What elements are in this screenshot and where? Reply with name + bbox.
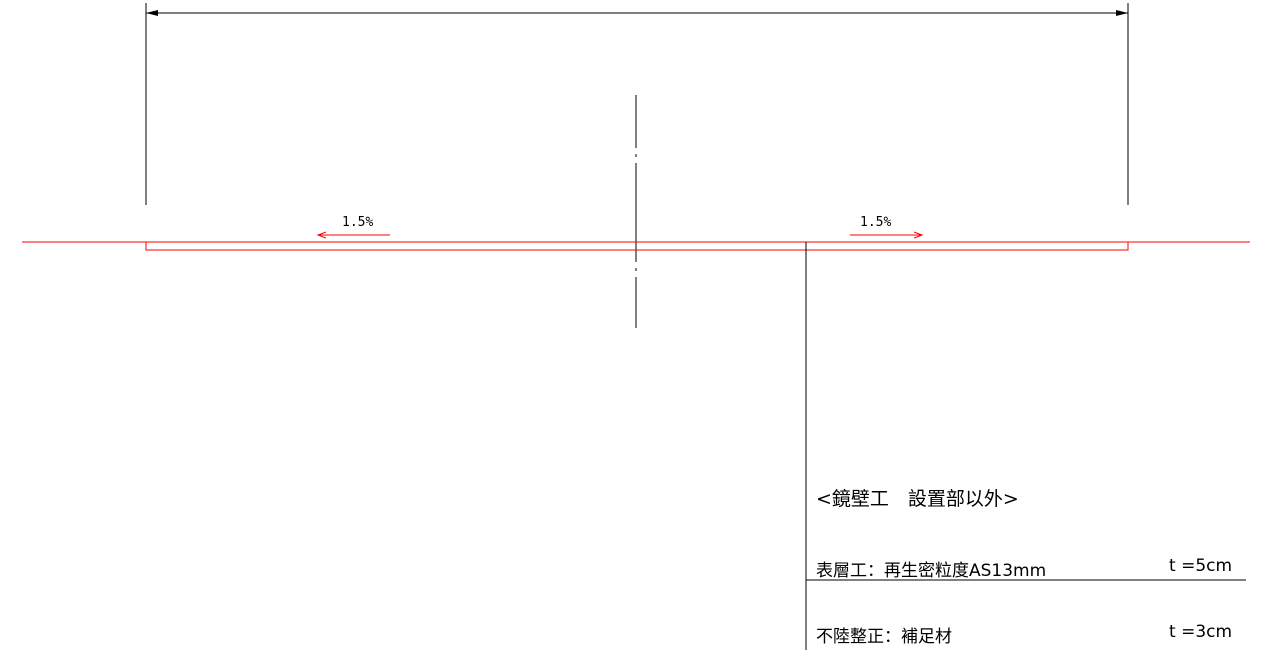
slope-right: 1.5% [850, 215, 924, 239]
leader-line [805, 242, 1246, 650]
dimension-arrow-left [146, 10, 158, 16]
dimension-line [145, 3, 1129, 205]
pavement-section [22, 241, 1250, 251]
layer-base-thickness: t =3cm [1169, 622, 1233, 642]
note-title: <鏡壁工 設置部以外> [816, 488, 1019, 510]
layer-surface-label: 表層工：再生密粒度AS13mm [816, 561, 1047, 581]
slope-left: 1.5% [316, 215, 390, 239]
dimension-arrow-right [1116, 10, 1128, 16]
layer-surface-thickness: t =5cm [1169, 556, 1233, 576]
slope-left-label: 1.5% [342, 215, 373, 230]
layer-base-label: 不陸整正：補足材 [816, 627, 952, 647]
slope-right-label: 1.5% [860, 215, 891, 230]
